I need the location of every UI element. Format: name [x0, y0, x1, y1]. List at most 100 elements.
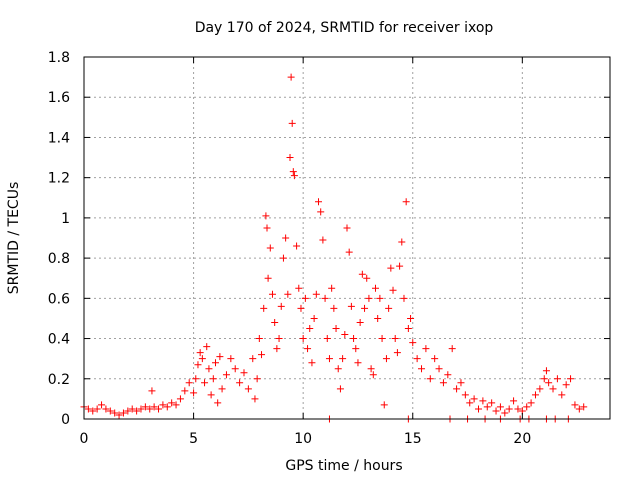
data-point	[341, 331, 349, 339]
data-point	[549, 385, 557, 393]
data-point	[536, 385, 544, 393]
data-point	[396, 262, 404, 270]
data-point	[457, 379, 465, 387]
data-point	[176, 395, 184, 403]
data-point	[378, 335, 386, 343]
data-point	[262, 212, 270, 220]
data-point	[172, 401, 180, 409]
data-point	[527, 399, 535, 407]
data-point	[317, 208, 325, 216]
data-point	[89, 407, 97, 415]
data-point	[483, 403, 491, 411]
data-point	[315, 198, 323, 206]
data-point	[523, 403, 531, 411]
data-point	[181, 387, 189, 395]
data-point	[231, 365, 239, 373]
data-point	[387, 264, 395, 272]
data-point	[244, 385, 252, 393]
data-point	[380, 401, 388, 409]
data-point	[371, 284, 379, 292]
data-point	[119, 409, 127, 417]
data-point	[115, 411, 123, 419]
y-tick-label: 0.4	[48, 332, 70, 348]
data-point	[382, 355, 390, 363]
data-point	[350, 335, 358, 343]
data-point	[227, 355, 235, 363]
x-tick-label: 0	[80, 431, 89, 447]
data-point	[308, 359, 316, 367]
data-point	[361, 304, 369, 312]
data-point	[209, 375, 217, 383]
data-point	[580, 403, 588, 411]
data-point	[369, 371, 377, 379]
data-point	[488, 399, 496, 407]
data-point	[214, 399, 222, 407]
data-point	[218, 385, 226, 393]
data-point	[106, 407, 114, 415]
data-point	[332, 325, 340, 332]
data-point	[266, 244, 274, 252]
data-point	[312, 290, 320, 298]
data-point	[367, 365, 375, 373]
data-point	[306, 325, 314, 332]
data-point	[374, 314, 382, 322]
data-point	[409, 339, 417, 347]
data-point	[102, 405, 110, 413]
data-point	[466, 399, 474, 407]
data-point	[391, 335, 399, 343]
data-points	[80, 73, 588, 423]
data-point	[275, 335, 283, 343]
y-axis-label: SRMTID / TECUs	[6, 182, 22, 295]
data-point	[163, 403, 171, 411]
data-point	[575, 405, 583, 413]
data-point	[496, 403, 504, 411]
data-point	[299, 335, 307, 343]
x-tick-label: 10	[294, 431, 312, 447]
data-point	[328, 284, 336, 292]
data-point	[111, 409, 119, 417]
data-point	[286, 154, 294, 162]
data-point	[365, 294, 373, 302]
data-point	[287, 73, 295, 81]
data-point	[297, 304, 305, 312]
data-point	[475, 405, 482, 413]
data-point	[479, 397, 487, 405]
data-point	[249, 355, 257, 363]
data-point	[201, 379, 209, 387]
data-point	[514, 405, 522, 413]
data-point	[385, 304, 393, 312]
data-point	[321, 294, 329, 302]
data-point	[212, 359, 219, 367]
data-point	[190, 389, 198, 397]
data-point	[141, 403, 149, 411]
data-point	[290, 172, 298, 180]
data-point	[84, 405, 92, 413]
data-point	[354, 359, 362, 367]
data-point	[268, 290, 276, 298]
y-tick-label: 1.6	[48, 90, 70, 106]
data-point	[347, 302, 355, 310]
data-point	[240, 369, 248, 377]
data-point	[205, 365, 213, 373]
data-point	[542, 367, 550, 375]
data-point	[260, 304, 268, 312]
data-point	[159, 401, 167, 409]
data-point	[404, 325, 412, 332]
data-point	[203, 343, 211, 351]
data-point	[255, 335, 263, 343]
data-point	[253, 375, 261, 383]
data-point	[192, 375, 200, 383]
data-point	[571, 401, 579, 409]
data-point	[207, 391, 215, 399]
data-point	[251, 395, 259, 403]
data-point	[431, 355, 439, 363]
data-point	[439, 379, 447, 387]
data-point	[216, 353, 224, 361]
data-point	[319, 236, 327, 244]
data-point	[389, 286, 397, 294]
data-point	[155, 405, 163, 413]
data-point	[418, 365, 426, 373]
y-tick-label: 1.4	[48, 130, 70, 146]
data-point	[284, 290, 292, 298]
